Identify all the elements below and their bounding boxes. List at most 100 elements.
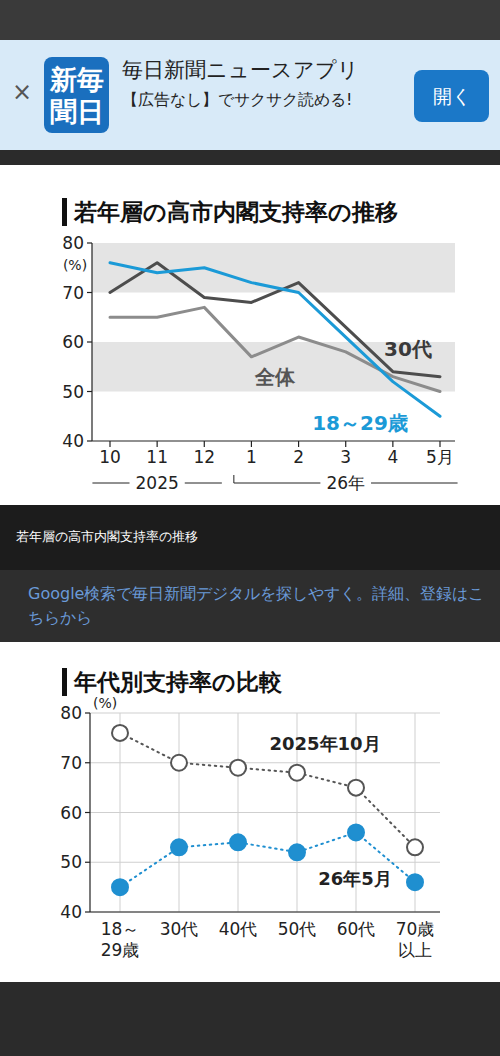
banner-title: 毎日新聞ニュースアプリ (122, 56, 402, 84)
point (171, 839, 187, 855)
y-tick (87, 292, 92, 293)
point (407, 874, 423, 890)
x-group-label: 2025 (136, 473, 179, 493)
y-tick (87, 341, 92, 342)
y-tick-label: 50 (62, 382, 84, 402)
chart-background (0, 165, 500, 505)
group-line (185, 483, 222, 484)
x-tick-label: 1 (246, 447, 257, 467)
y-tick (85, 762, 90, 763)
y-axis-label: (%) (63, 257, 87, 273)
point (230, 834, 246, 850)
series-label: 26年5月 (318, 868, 392, 889)
x-label-line: 5月 (426, 447, 454, 467)
point (407, 839, 423, 855)
banner-subtitle: 【広告なし】でサクサク読める! (122, 90, 392, 110)
caption-text: 若年層の高市内閣支持率の推移 (16, 528, 198, 546)
y-tick-label: 40 (60, 902, 82, 922)
x-label-line: 4 (387, 447, 398, 467)
y-tick-label: 60 (60, 803, 82, 823)
x-label-line: 29歳 (101, 940, 140, 960)
grid-line (90, 912, 440, 913)
category-grid-line (179, 713, 180, 912)
y-tick-label: 50 (60, 852, 82, 872)
series-label: 18～29歳 (312, 411, 408, 435)
point (348, 824, 364, 840)
series-line (110, 263, 440, 377)
x-label-line: 以上 (398, 940, 432, 960)
x-label-line: 60代 (337, 919, 376, 939)
x-tick-label: 60代 (337, 919, 376, 939)
point (112, 725, 128, 741)
x-axis (90, 911, 440, 912)
open-button[interactable]: 開く (414, 70, 489, 122)
series-label: 2025年10月 (269, 733, 380, 754)
data-group (112, 725, 423, 895)
y-tick-label: 70 (60, 753, 82, 773)
x-tick-label: 11 (146, 447, 168, 467)
close-button[interactable]: × (12, 78, 32, 106)
x-label-line: 18～ (101, 919, 140, 939)
x-label-line: 11 (146, 447, 168, 467)
chart-title: 若年層の高市内閣支持率の推移 (73, 199, 398, 225)
chart-1: 若年層の高市内閣支持率の推移4050607080(%)10111212345月2… (0, 165, 500, 505)
x-tick-label: 50代 (278, 919, 317, 939)
x-tick-label: 70歳以上 (396, 919, 435, 960)
data-group (110, 263, 440, 416)
x-tick-label: 3 (340, 447, 351, 467)
x-label-line: 1 (246, 447, 257, 467)
icon-text: 新毎 (44, 64, 109, 96)
grid-line (90, 713, 440, 714)
x-tick-label: 40代 (219, 919, 258, 939)
series-line (110, 263, 440, 416)
title-bar (62, 198, 67, 226)
point (230, 760, 246, 776)
app-icon: 新毎聞日 (44, 57, 109, 133)
y-tick (85, 712, 90, 713)
icon-text: 聞日 (44, 96, 109, 128)
link-area (0, 570, 500, 642)
y-tick-label: 70 (62, 283, 84, 303)
x-label-line: 12 (193, 447, 215, 467)
grid-line (90, 762, 440, 763)
point (348, 780, 364, 796)
y-axis-label: (%) (93, 695, 117, 711)
x-label-line: 30代 (160, 919, 199, 939)
x-label-line: 3 (340, 447, 351, 467)
x-tick-label: 5月 (426, 447, 454, 467)
group-tick (233, 475, 234, 483)
chart-background (0, 642, 500, 982)
x-axis (92, 440, 455, 441)
point (289, 765, 305, 781)
x-label-line: 40代 (219, 919, 258, 939)
group-line (234, 483, 321, 484)
y-tick-label: 60 (62, 332, 84, 352)
y-tick-label: 40 (62, 431, 84, 451)
grid-band (92, 243, 455, 293)
group-line (92, 483, 129, 484)
group-line (371, 483, 458, 484)
x-tick-label: 30代 (160, 919, 199, 939)
y-tick (87, 440, 92, 441)
y-tick (85, 911, 90, 912)
y-tick (87, 391, 92, 392)
point (171, 755, 187, 771)
x-label-line: 70歳 (396, 919, 435, 939)
x-group-label: 26年 (326, 473, 365, 493)
x-label-line: 50代 (278, 919, 317, 939)
series-label: 全体 (254, 365, 296, 389)
x-tick-label: 12 (193, 447, 215, 467)
link-text[interactable]: Google検索で毎日新聞デジタルを探しやすく。詳細、登録はこちらから (28, 582, 488, 630)
series-label: 30代 (384, 337, 432, 361)
status-bar (0, 0, 500, 40)
x-label-line: 10 (99, 447, 121, 467)
x-label-line: 2 (293, 447, 304, 467)
point (112, 879, 128, 895)
chart-title: 年代別支持率の比較 (73, 669, 283, 695)
y-tick (85, 862, 90, 863)
x-tick-label: 4 (387, 447, 398, 467)
y-tick-label: 80 (62, 233, 84, 253)
grid-line (90, 812, 440, 813)
grid-line (90, 862, 440, 863)
point (289, 844, 305, 860)
